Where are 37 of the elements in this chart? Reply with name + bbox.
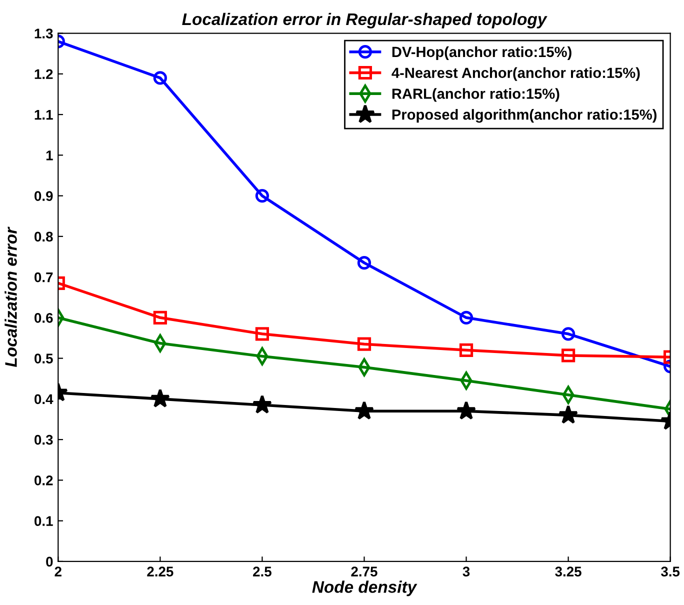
point <box>459 310 474 324</box>
x-tick-label: 2.75 <box>351 566 378 577</box>
legend-label: DV-Hop(anchor ratio:15%) <box>392 46 572 60</box>
y-tick-label: 1.2 <box>34 69 53 79</box>
y-tick-label: 0.9 <box>34 191 53 201</box>
point <box>357 337 372 351</box>
point <box>252 394 272 414</box>
y-tick-label: 0.2 <box>34 476 53 486</box>
point <box>255 327 270 341</box>
point <box>459 343 474 357</box>
x-axis-title: Node density <box>312 580 418 596</box>
y-tick-label: 0.4 <box>34 394 54 404</box>
legend-label: 4-Nearest Anchor(anchor ratio:15%) <box>392 67 640 81</box>
y-tick-label: 0.3 <box>34 434 53 445</box>
x-tick-label: 3.25 <box>555 566 582 577</box>
chart-title: Localization error in Regular-shaped topology <box>182 12 548 28</box>
y-tick-label: 1.3 <box>34 28 53 38</box>
x-tick-label: 2.25 <box>147 566 174 577</box>
x-tick-label: 3.5 <box>660 566 680 577</box>
y-tick-label: 0.5 <box>34 354 53 364</box>
x-tick-label: 2.5 <box>253 566 272 577</box>
x-tick-label: 2 <box>54 566 62 576</box>
legend-label: RARL(anchor ratio:15%) <box>392 88 560 102</box>
y-tick-label: 1.1 <box>34 110 53 120</box>
y-tick-label: 1 <box>46 150 53 160</box>
y-tick-label: 0.7 <box>34 272 53 282</box>
point <box>357 256 372 270</box>
y-tick-label: 0.8 <box>34 232 53 242</box>
y-tick-label: 0 <box>46 556 53 567</box>
legend-label: Proposed algorithm(anchor ratio:15%) <box>392 109 656 123</box>
y-tick-label: 0.1 <box>34 516 53 526</box>
y-tick-label: 0.6 <box>34 313 53 323</box>
point <box>354 400 374 420</box>
point <box>456 400 476 420</box>
y-axis-title: Localization error <box>4 226 17 367</box>
point <box>255 188 270 203</box>
x-tick-label: 3 <box>462 566 470 577</box>
